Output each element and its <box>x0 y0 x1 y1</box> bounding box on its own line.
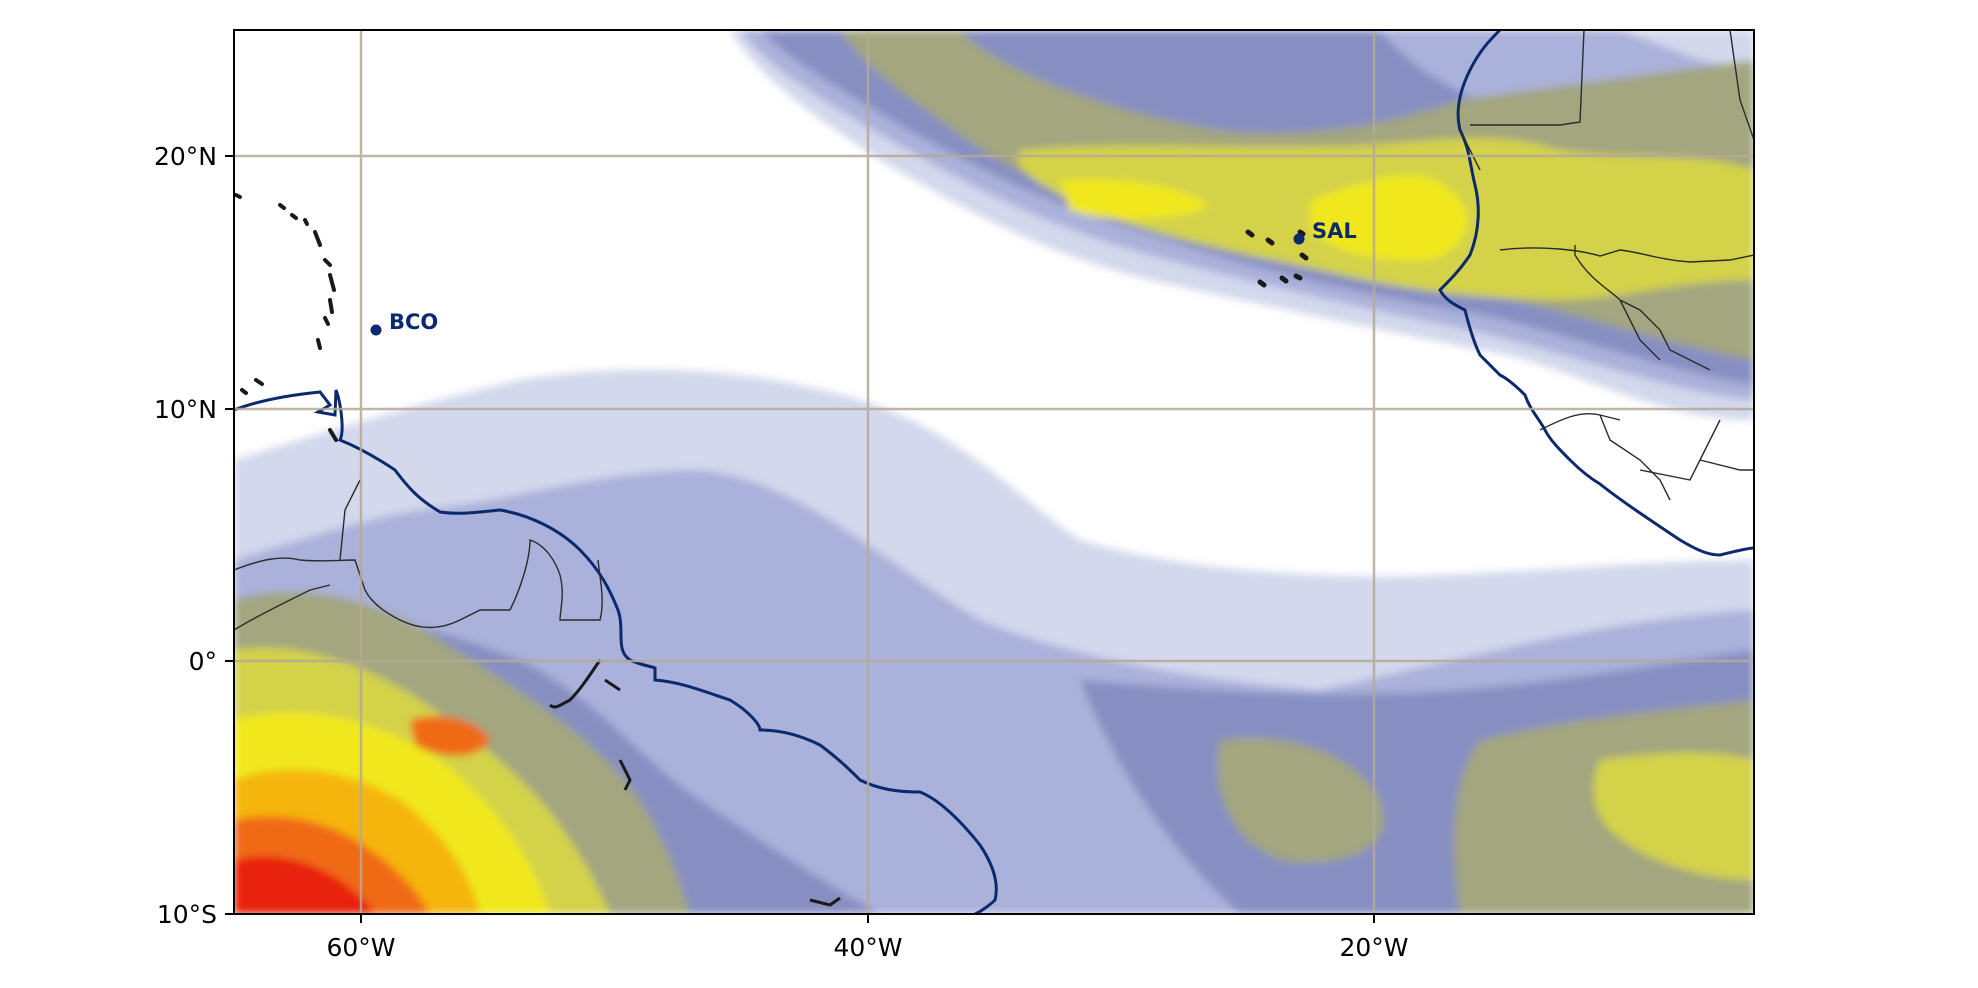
lat-tick-label: 10°N <box>154 395 217 424</box>
map-frame <box>233 29 1755 915</box>
station-bco[interactable]: BCO <box>370 310 439 336</box>
dust-south-west-hotspot <box>410 716 490 756</box>
coastline-south-america <box>234 389 998 914</box>
dust-south-west-lvl9 <box>234 856 375 914</box>
station-marker-bco <box>370 324 382 336</box>
axis-ticks <box>225 155 1375 923</box>
dust-plume-north-lvl6b <box>1060 178 1210 220</box>
station-label-sal: SAL <box>1312 219 1357 243</box>
lat-tick-label: 0° <box>189 647 217 676</box>
lat-tick-label: 20°N <box>154 142 217 171</box>
gridlines <box>234 30 1754 914</box>
station-label-bco: BCO <box>389 310 438 334</box>
dust-plume-north-lvl6 <box>1310 174 1468 261</box>
lat-tick-labels: 20°N 10°N 0° 10°S <box>154 142 217 929</box>
lon-tick-label: 20°W <box>1339 933 1408 962</box>
land-lines <box>234 30 1754 914</box>
station-sal[interactable]: SAL <box>1293 219 1357 245</box>
lon-tick-label: 40°W <box>833 933 902 962</box>
border-lines-south-america <box>234 479 603 631</box>
border-lines-africa <box>1459 30 1754 501</box>
lon-tick-label: 60°W <box>326 933 395 962</box>
cape-verde-islands <box>1245 229 1309 288</box>
station-marker-sal <box>1293 233 1305 245</box>
dust-south-east-lvl5 <box>1593 752 1754 880</box>
lon-tick-labels: 60°W 40°W 20°W <box>326 933 1408 962</box>
map-plot-area: BCO SAL <box>233 29 1755 915</box>
lat-tick-label: 10°S <box>157 900 217 929</box>
dust-south-east-lvl4 <box>1217 738 1384 863</box>
coastline-west-africa <box>1438 30 1754 557</box>
stations: BCO SAL <box>370 219 1357 336</box>
caribbean-islands <box>234 193 338 442</box>
amazon-delta-islands <box>548 659 841 907</box>
